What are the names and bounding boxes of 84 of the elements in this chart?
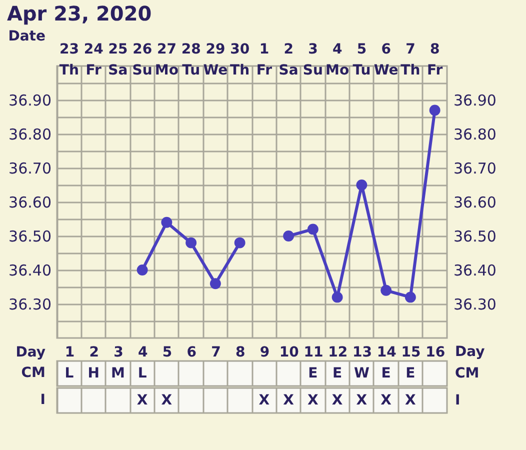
x2-tick-label: 3 [114, 344, 124, 360]
y-tick-label: 36.60 [8, 194, 52, 212]
x2-tick-label: 15 [401, 344, 421, 360]
x-tick-label: 6 We [374, 42, 398, 78]
x2-tick-label: 4 [138, 344, 148, 360]
x-tick-label: 24 Fr [84, 42, 104, 78]
y-tick-label: 36.90 [8, 92, 52, 110]
x2-tick-label: 9 [260, 344, 270, 360]
x2-tick-label: 16 [426, 344, 446, 360]
point [307, 224, 318, 235]
x2-tick-label: 8 [235, 344, 246, 360]
x-tick-label: 23 Th [59, 42, 79, 78]
y2-tick-label: 36.60 [454, 194, 496, 212]
category-label: X [136, 392, 148, 408]
y-tick-label: 36.40 [8, 262, 52, 280]
x2-tick-label: 14 [376, 344, 397, 360]
category-label: W [354, 366, 370, 382]
category-label: L [138, 366, 147, 382]
category-label: X [258, 392, 270, 408]
category-label: X [380, 392, 392, 408]
point [210, 278, 221, 290]
category-label: E [406, 366, 416, 382]
text: CM [455, 366, 480, 382]
x-tick-label: 28 Tu [181, 42, 201, 78]
category-label: X [308, 392, 319, 408]
point [380, 284, 392, 296]
point [186, 237, 197, 248]
x-tick-label: 3 Su [302, 42, 323, 78]
point [356, 180, 368, 190]
category-label: E [332, 366, 342, 382]
x-tick-label: 1 Fr [256, 42, 272, 78]
category-label: L [64, 366, 74, 382]
category-label: H [88, 366, 100, 382]
x2-axis-title: Day [455, 344, 485, 360]
x2-tick-label: 2 [89, 344, 99, 360]
y2-tick-label: 36.50 [454, 228, 496, 246]
x-tick-label: 4 Mo [326, 42, 350, 78]
x-tick-label: 5 Tu [352, 42, 371, 78]
category-label: X [405, 392, 416, 408]
x-tick-label: 29 We [203, 42, 228, 78]
y2-tick-label: 36.90 [454, 92, 496, 110]
x2-tick-label: 13 [352, 344, 372, 360]
x-tick-label: 30 Th [230, 42, 250, 78]
x-tick-label: 2 Sa [278, 42, 298, 78]
point [404, 292, 416, 303]
category-label: E [308, 366, 318, 382]
point [161, 216, 172, 228]
x-axis-title: Date [8, 28, 46, 44]
text: I [40, 392, 46, 408]
category-label: M [110, 366, 125, 382]
y-tick-label: 36.70 [8, 160, 52, 178]
x2-tick-label: 6 [186, 344, 196, 360]
y2-tick-label: 36.40 [454, 262, 496, 280]
x2-tick-label: 1 [64, 344, 75, 360]
x-tick-label: 7 Th [400, 42, 420, 78]
category-label: X [283, 392, 294, 408]
x2-tick-label: 12 [328, 344, 348, 360]
text: Day [16, 344, 46, 360]
y-tick-label: 36.80 [8, 126, 52, 144]
chart-title: Apr 23, 2020 [6, 1, 152, 26]
point [234, 237, 246, 248]
y2-tick-label: 36.70 [454, 160, 496, 178]
category-label: X [356, 392, 368, 408]
text: CM [21, 365, 46, 381]
y2-tick-label: 36.80 [454, 126, 496, 144]
x-tick-label: 27 Mo [154, 42, 179, 78]
x-tick-label: 8 Fr [427, 42, 443, 78]
y-tick-label: 36.50 [8, 228, 52, 246]
category-label: X [161, 392, 172, 408]
x2-tick-label: 7 [211, 344, 221, 360]
y-tick-label: 36.30 [8, 296, 52, 314]
y2-tick-label: 36.30 [454, 296, 496, 314]
point [283, 230, 294, 242]
category-label: E [381, 366, 391, 382]
x2-tick-label: 10 [279, 344, 300, 360]
point [136, 264, 148, 276]
x2-tick-label: 11 [304, 344, 324, 360]
x-tick-label: 25 Sa [108, 42, 128, 78]
x2-tick-label: 5 [162, 344, 172, 360]
point [429, 104, 440, 116]
point [332, 292, 343, 303]
category-label: X [332, 392, 343, 408]
text: I [455, 392, 460, 408]
x-tick-label: 26 Su [132, 42, 152, 78]
